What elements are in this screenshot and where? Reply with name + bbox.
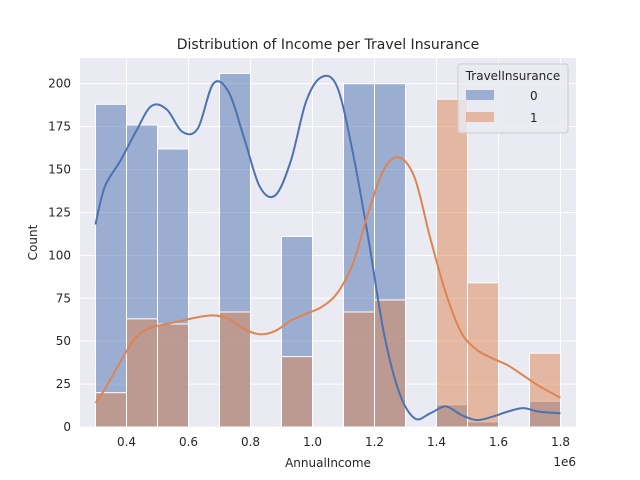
y-tick-label-4: 100: [48, 248, 71, 262]
x-axis-offset-text: 1e6: [553, 455, 576, 469]
x-tick-label-0: 0.4: [117, 435, 136, 449]
legend-title: TravelInsurance: [465, 69, 561, 83]
legend-label-1: 1: [530, 111, 538, 125]
bar-series-1-bin-0: [95, 392, 127, 428]
x-tick-label-3: 1.0: [303, 435, 322, 449]
y-tick-label-0: 0: [63, 420, 71, 434]
bar-series-1-bin-7: [436, 98, 468, 428]
legend: TravelInsurance 0 1: [457, 63, 569, 134]
x-tick-label-5: 1.4: [427, 435, 446, 449]
bar-series-1-bin-4: [281, 356, 313, 428]
kde-curve-series-1: [94, 156, 561, 404]
kde-curves: [94, 74, 561, 422]
tick-labels: 0.4 0.6 0.8 1.0 1.2 1.4 1.6 1.8 0 25 50 75 100 125 150…: [48, 77, 570, 449]
bar-series-1-bin-5: [343, 311, 375, 428]
y-tick-label-2: 50: [56, 334, 71, 348]
bar-series-1-bin-3: [219, 311, 251, 428]
x-axis-label: AnnualIncome: [285, 456, 371, 470]
bar-series-1-bin-9: [529, 352, 561, 428]
y-tick-label-5: 125: [48, 205, 71, 219]
y-tick-label-7: 175: [48, 120, 71, 134]
y-axis-label: Count: [26, 224, 40, 260]
x-tick-label-4: 1.2: [365, 435, 384, 449]
x-tick-label-7: 1.8: [551, 435, 570, 449]
chart-title: Distribution of Income per Travel Insura…: [177, 37, 480, 53]
bar-series-1-bin-1: [126, 318, 158, 428]
histogram-bars: [95, 72, 561, 428]
legend-label-0: 0: [530, 89, 538, 103]
y-tick-label-3: 75: [56, 291, 71, 305]
bar-series-1-bin-2: [157, 323, 189, 428]
y-tick-label-6: 150: [48, 163, 71, 177]
x-tick-label-2: 0.8: [241, 435, 260, 449]
y-tick-label-1: 25: [56, 377, 71, 391]
kde-curve-series-0: [94, 74, 561, 422]
legend-swatch-0: [466, 90, 494, 100]
x-tick-label-1: 0.6: [179, 435, 198, 449]
x-tick-label-6: 1.6: [489, 435, 508, 449]
bar-series-0-bin-0: [95, 103, 127, 428]
legend-swatch-1: [466, 112, 494, 122]
y-tick-label-8: 200: [48, 77, 71, 91]
